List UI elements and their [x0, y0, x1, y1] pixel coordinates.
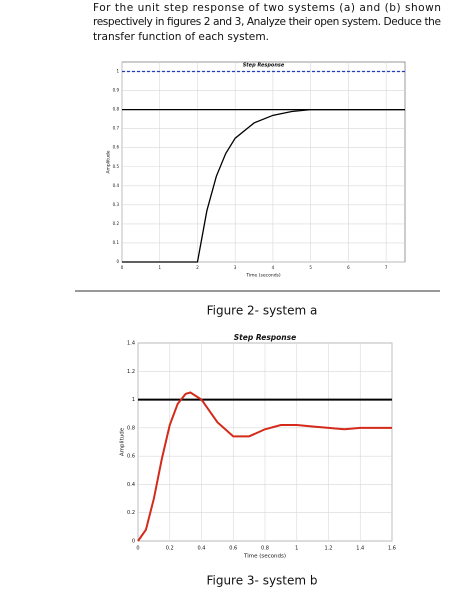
x-tick-label: 7 [385, 265, 388, 270]
y-tick-label: 0.6 [127, 454, 135, 460]
y-tick-label: 1.4 [127, 341, 135, 347]
text-line: For the unit step response of two system… [93, 2, 441, 14]
plot-area [121, 61, 406, 263]
y-tick-label: 0.1 [113, 240, 120, 245]
x-tick-label: 1.6 [388, 546, 396, 552]
y-tick-label: 0.3 [113, 202, 120, 207]
text-line: respectively in figures 2 and 3, Analyze… [93, 16, 441, 28]
x-tick-label: 0.2 [166, 546, 174, 552]
y-tick-label: 1 [116, 69, 119, 74]
y-tick-label: 0.7 [113, 126, 120, 131]
series-line [137, 391, 392, 542]
y-tick-label: 0 [116, 259, 119, 264]
x-tick-label: 5 [309, 265, 312, 270]
x-tick-label: 1.2 [325, 546, 333, 552]
y-tick-label: 0.8 [113, 107, 120, 112]
caption: Figure 2- system a [207, 304, 318, 318]
x-axis-label: Time (seconds) [243, 554, 286, 560]
series-line [122, 108, 405, 263]
y-tick-label: 1.2 [127, 369, 135, 375]
x-tick-label: 2 [196, 265, 199, 270]
x-tick-label: 0 [121, 265, 124, 270]
chart-title: Step Response [243, 63, 285, 69]
x-tick-label: 0.4 [198, 546, 206, 552]
x-tick-label: 6 [347, 265, 350, 270]
y-tick-label: 0 [132, 539, 135, 545]
chart-title: Step Response [234, 333, 296, 342]
x-tick-label: 1.4 [356, 546, 364, 552]
caption: Figure 3- system b [206, 574, 317, 588]
y-tick-label: 0.9 [113, 88, 120, 93]
x-tick-label: 0 [136, 546, 139, 552]
x-tick-label: 0.6 [229, 546, 237, 552]
x-tick-label: 3 [234, 265, 237, 270]
y-tick-label: 0.2 [113, 221, 120, 226]
x-tick-label: 4 [272, 265, 275, 270]
y-axis-label: Amplitude [120, 427, 126, 456]
y-tick-label: 1 [132, 397, 135, 403]
y-tick-label: 0.4 [113, 183, 120, 188]
y-tick-label: 0.5 [113, 164, 120, 169]
y-axis-label: Amplitude [106, 150, 112, 173]
y-tick-label: 0.2 [127, 510, 135, 516]
text-line: transfer function of each system. [93, 31, 269, 43]
y-tick-label: 0.8 [127, 425, 135, 431]
x-tick-label: 0.8 [261, 546, 269, 552]
y-tick-label: 0.6 [113, 145, 120, 150]
x-tick-label: 1 [158, 265, 161, 270]
x-tick-label: 1 [295, 546, 298, 552]
y-tick-label: 0.4 [127, 482, 135, 488]
x-axis-label: Time (seconds) [245, 273, 281, 279]
